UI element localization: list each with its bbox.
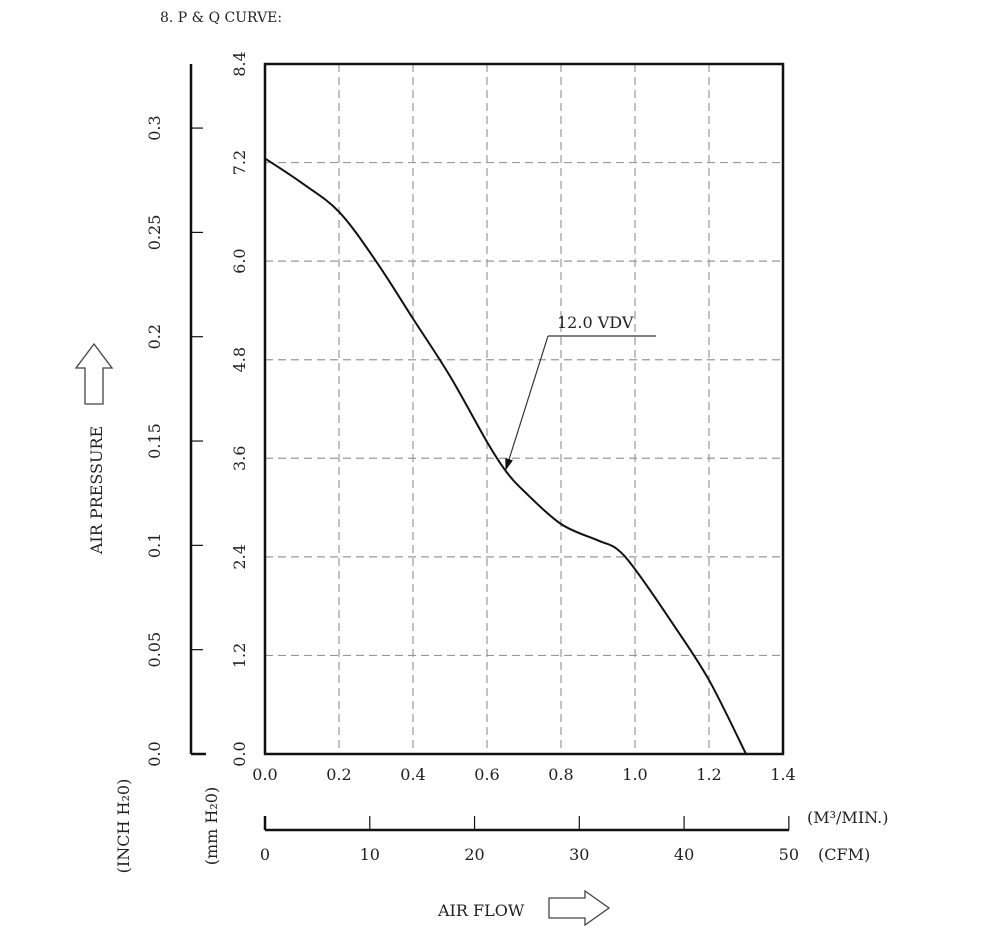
- cfm-unit-label: (CFM): [818, 845, 870, 864]
- x-tick-label: 0.4: [400, 765, 425, 784]
- inch-unit-label: (INCH H₂0): [114, 779, 133, 874]
- x-tick-label: 1.0: [622, 765, 647, 784]
- cfm-tick-label: 0: [260, 845, 270, 864]
- cfm-tick-label: 20: [464, 845, 484, 864]
- cfm-axis-ticks: 0 10 20 30 40 50: [260, 816, 799, 864]
- inch-tick-label: 0.2: [145, 324, 164, 349]
- mm-unit-label: (mm H₂0): [202, 787, 221, 865]
- x-axis-ticks: 0.0 0.2 0.4 0.6 0.8 1.0 1.2 1.4: [252, 765, 795, 784]
- x-tick-label: 0.6: [474, 765, 499, 784]
- x-tick-label: 0.0: [252, 765, 277, 784]
- mm-tick-label: 6.0: [230, 248, 249, 273]
- inch-tick-label: 0.1: [145, 533, 164, 558]
- x-axis-title: AIR FLOW: [437, 901, 525, 920]
- cfm-tick-label: 50: [779, 845, 799, 864]
- cfm-tick-label: 30: [569, 845, 589, 864]
- inch-tick-label: 0.3: [145, 115, 164, 140]
- mm-axis-ticks: 0.0 1.2 2.4 3.6 4.8 6.0 7.2 8.4: [230, 51, 249, 766]
- annotation-arrowhead-icon: [505, 457, 513, 471]
- mm-tick-label: 7.2: [230, 150, 249, 175]
- right-arrow-icon: [548, 889, 611, 927]
- page-title: 8. P & Q CURVE:: [160, 10, 282, 26]
- cfm-tick-label: 10: [360, 845, 380, 864]
- cfm-tick-label: 40: [674, 845, 694, 864]
- series-12v-line: [264, 157, 747, 755]
- grid-lines: [265, 64, 783, 754]
- inch-tick-label: 0.15: [145, 423, 164, 459]
- inch-tick-label: 0.05: [145, 632, 164, 668]
- inch-tick-label: 0.25: [145, 215, 164, 251]
- x-tick-label: 0.8: [548, 765, 573, 784]
- inch-axis-ticks: 0.0 0.05 0.1 0.15 0.2 0.25 0.3: [145, 115, 203, 767]
- y-axis-title: AIR PRESSURE: [87, 426, 106, 555]
- mm-tick-label: 2.4: [230, 544, 249, 569]
- mm-tick-label: 0.0: [230, 741, 249, 766]
- up-arrow-icon: [74, 342, 114, 405]
- x-unit-label: (M³/MIN.): [807, 808, 888, 827]
- plot-frame: [263, 62, 785, 756]
- annotation-pointer-line: [504, 335, 549, 471]
- mm-tick-label: 4.8: [230, 347, 249, 372]
- mm-tick-label: 1.2: [230, 643, 249, 668]
- inch-tick-label: 0.0: [145, 741, 164, 766]
- x-tick-label: 1.2: [696, 765, 721, 784]
- x-tick-label: 1.4: [770, 765, 795, 784]
- mm-tick-label: 3.6: [230, 446, 249, 471]
- x-tick-label: 0.2: [326, 765, 351, 784]
- mm-tick-label: 8.4: [230, 51, 249, 76]
- series-annotation-label: 12.0 VDV: [557, 313, 634, 332]
